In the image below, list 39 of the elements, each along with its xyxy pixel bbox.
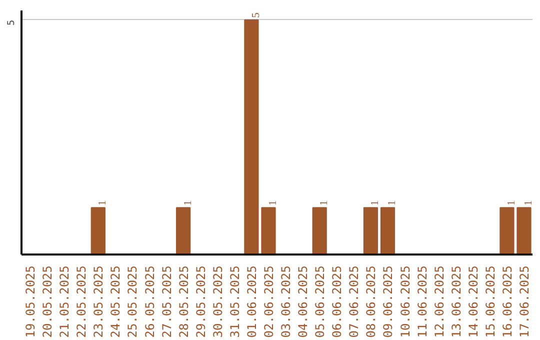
x-tick-label: 30.05.2025	[210, 265, 225, 338]
x-tick-label: 06.06.2025	[330, 265, 344, 338]
x-tick-label: 24.05.2025	[108, 265, 123, 338]
x-tick-label: 29.05.2025	[194, 265, 208, 338]
x-tick-label: 04.06.2025	[296, 265, 310, 338]
x-tick-label: 20.05.2025	[40, 265, 55, 338]
x-tick-label: 26.05.2025	[142, 265, 157, 338]
data-label: 5	[250, 12, 262, 18]
x-tick-label: 25.05.2025	[126, 265, 140, 338]
x-tick-label: 07.06.2025	[347, 265, 362, 338]
x-tick-label: 12.06.2025	[432, 265, 446, 338]
x-tick-label: 22.05.2025	[74, 265, 89, 338]
x-tick-label: 09.06.2025	[381, 265, 396, 338]
data-label: 1	[319, 200, 330, 206]
data-label: 1	[98, 200, 109, 206]
data-label: 1	[523, 200, 534, 206]
x-tick-label: 03.06.2025	[279, 265, 294, 338]
x-tick-label: 15.06.2025	[483, 265, 498, 338]
x-tick-label: 10.06.2025	[398, 265, 412, 338]
x-tick-label: 08.06.2025	[364, 265, 378, 338]
x-tick-label: 16.06.2025	[500, 265, 514, 338]
x-tick-label: 17.06.2025	[517, 265, 532, 338]
x-tick-label: 11.06.2025	[415, 265, 430, 338]
x-tick-label: 31.05.2025	[228, 265, 242, 338]
x-tick-label: 01.06.2025	[244, 265, 259, 338]
x-tick-label: 05.06.2025	[313, 265, 328, 338]
data-label: 1	[506, 200, 518, 206]
x-tick-label: 14.06.2025	[466, 265, 480, 338]
x-tick-label: 02.06.2025	[262, 265, 276, 338]
data-label: 1	[268, 200, 279, 206]
x-tick-label: 21.05.2025	[58, 265, 72, 338]
x-tick-label: 27.05.2025	[160, 265, 174, 338]
data-label: 1	[387, 200, 398, 206]
x-tick-label: 28.05.2025	[176, 265, 191, 338]
x-tick-label: 23.05.2025	[92, 265, 106, 338]
data-label: 1	[370, 200, 382, 206]
x-tick-label: 19.05.2025	[24, 265, 38, 338]
data-label: 1	[182, 200, 194, 206]
x-tick-label: 13.06.2025	[449, 265, 464, 338]
